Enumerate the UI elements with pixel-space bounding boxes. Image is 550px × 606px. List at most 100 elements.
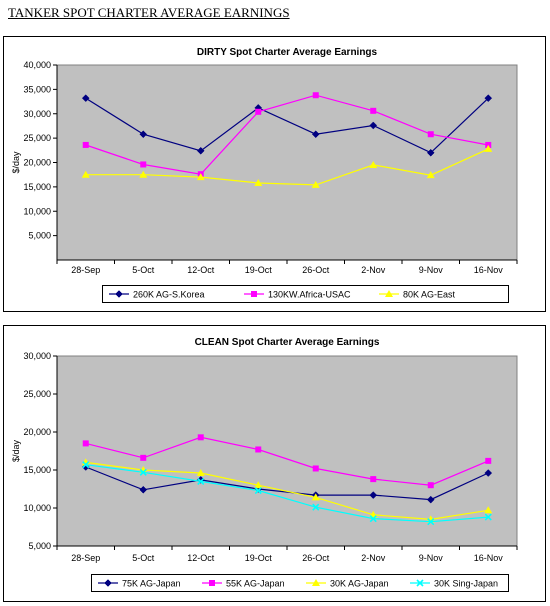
clean-x-tick-label: 5-Oct xyxy=(132,553,155,563)
clean-y-tick-label: 30,000 xyxy=(23,351,51,361)
dirty-legend-label-80k-ag-east: 80K AG-East xyxy=(403,290,456,300)
clean-point-30k-sing-japan-stroke-b xyxy=(312,503,320,511)
clean-point-75k-ag-japan xyxy=(139,485,148,494)
clean-plot-area xyxy=(56,355,518,547)
clean-point-75k-ag-japan xyxy=(369,491,378,499)
dirty-chart-svg: DIRTY Spot Charter Average Earnings 5,000… xyxy=(11,47,518,275)
dirty-series-line-130kw-africa-usac xyxy=(85,94,489,175)
clean-x-tick-label: 2-Nov xyxy=(361,553,386,563)
clean-point-30k-ag-japan xyxy=(254,481,263,489)
dirty-x-tick-label: 2-Nov xyxy=(361,265,386,275)
clean-x-tick-label: 28-Sep xyxy=(71,553,100,563)
clean-point-30k-sing-japan xyxy=(312,503,320,511)
dirty-point-130kw-africa-usac xyxy=(82,141,89,148)
dirty-x-tick-label: 19-Oct xyxy=(245,265,273,275)
clean-legend-label-75k-ag-japan: 75K AG-Japan xyxy=(122,579,181,589)
clean-x-tick-label: 16-Nov xyxy=(474,553,504,563)
dirty-legend-marker-130kw-africa-usac xyxy=(251,291,257,297)
dirty-x-tick-label: 9-Nov xyxy=(419,265,444,275)
clean-point-55k-ag-japan xyxy=(485,457,492,464)
dirty-y-tick-label: 20,000 xyxy=(23,158,51,168)
dirty-point-260k-ag-s-korea xyxy=(81,94,90,103)
dirty-y-tick-label: 30,000 xyxy=(23,109,51,119)
clean-point-30k-sing-japan-stroke-b xyxy=(82,461,90,469)
page-title: TANKER SPOT CHARTER AVERAGE EARNINGS xyxy=(8,5,290,20)
dirty-chart-title: DIRTY Spot Charter Average Earnings xyxy=(197,47,378,58)
clean-point-55k-ag-japan xyxy=(197,434,204,441)
clean-point-30k-sing-japan-stroke-b xyxy=(369,515,377,523)
dirty-point-260k-ag-s-korea xyxy=(426,148,435,157)
dirty-legend-label-260k-ag-s-korea: 260K AG-S.Korea xyxy=(133,290,205,300)
clean-point-55k-ag-japan xyxy=(370,476,377,483)
clean-legend-marker-30k-sing-japan-stroke-b xyxy=(416,579,424,587)
clean-point-55k-ag-japan xyxy=(82,440,89,447)
dirty-y-tick-label: 15,000 xyxy=(23,182,51,192)
clean-point-30k-sing-japan-stroke-b xyxy=(484,513,492,521)
clean-y-tick-label: 20,000 xyxy=(23,427,51,437)
dirty-point-260k-ag-s-korea xyxy=(196,146,205,155)
dirty-x-tick-label: 26-Oct xyxy=(302,265,330,275)
clean-chart-title: CLEAN Spot Charter Average Earnings xyxy=(195,337,380,348)
clean-chart-panel: CLEAN Spot Charter Average Earnings 5,000… xyxy=(3,325,546,602)
clean-y-tick-label: 25,000 xyxy=(23,389,51,399)
dirty-series-line-80k-ag-east xyxy=(85,148,489,186)
clean-point-30k-sing-japan xyxy=(197,477,205,485)
clean-point-30k-sing-japan-stroke-b xyxy=(254,486,262,495)
clean-legend-marker-75k-ag-japan xyxy=(104,579,112,587)
clean-point-30k-sing-japan-stroke-b xyxy=(197,477,205,485)
dirty-point-80k-ag-east xyxy=(484,144,493,152)
dirty-y-tick-label: 35,000 xyxy=(23,84,51,94)
dirty-point-80k-ag-east xyxy=(196,173,205,181)
clean-point-30k-ag-japan xyxy=(484,506,493,514)
dirty-point-130kw-africa-usac xyxy=(255,108,262,115)
clean-point-30k-sing-japan xyxy=(254,486,262,495)
dirty-point-130kw-africa-usac xyxy=(312,92,319,99)
clean-series-line-55k-ag-japan xyxy=(85,436,489,486)
dirty-point-260k-ag-s-korea xyxy=(139,130,148,139)
dirty-point-80k-ag-east xyxy=(369,160,378,168)
dirty-point-80k-ag-east xyxy=(254,178,263,186)
dirty-series-line-260k-ag-s-korea xyxy=(85,97,489,154)
clean-point-30k-sing-japan xyxy=(139,468,147,476)
dirty-y-tick-label: 5,000 xyxy=(28,231,51,241)
clean-point-30k-sing-japan xyxy=(427,518,435,526)
clean-series-line-75k-ag-japan xyxy=(85,466,489,501)
clean-x-tick-label: 9-Nov xyxy=(419,553,444,563)
clean-chart-legend: 75K AG-Japan 55K AG-Japan 30K AG-Japan 30K … xyxy=(91,574,509,592)
dirty-legend-marker-260k-ag-s-korea xyxy=(115,290,123,298)
dirty-point-80k-ag-east xyxy=(139,170,148,178)
dirty-y-tick-label: 25,000 xyxy=(23,133,51,143)
clean-legend-marker-30k-ag-japan xyxy=(312,579,320,586)
clean-point-75k-ag-japan xyxy=(426,495,435,504)
clean-point-30k-ag-japan xyxy=(311,493,320,501)
dirty-point-130kw-africa-usac xyxy=(370,107,377,114)
clean-legend-marker-30k-sing-japan xyxy=(416,579,424,587)
clean-point-30k-ag-japan xyxy=(196,469,205,477)
dirty-point-260k-ag-s-korea xyxy=(369,121,378,130)
dirty-legend-label-130kw-africa-usac: 130KW.Africa-USAC xyxy=(268,290,351,300)
clean-point-30k-sing-japan-stroke-b xyxy=(427,518,435,526)
clean-x-tick-label: 12-Oct xyxy=(187,553,215,563)
dirty-point-260k-ag-s-korea xyxy=(311,130,320,139)
clean-point-30k-sing-japan xyxy=(484,513,492,521)
clean-point-55k-ag-japan xyxy=(427,482,434,489)
dirty-y-axis-label: $/day xyxy=(11,151,21,174)
dirty-y-tick-label: 40,000 xyxy=(23,60,51,70)
dirty-x-tick-label: 28-Sep xyxy=(71,265,100,275)
clean-y-axis-label: $/day xyxy=(11,439,21,462)
clean-x-tick-label: 26-Oct xyxy=(302,553,330,563)
dirty-plot-area xyxy=(56,64,518,261)
clean-legend-label-55k-ag-japan: 55K AG-Japan xyxy=(226,579,285,589)
dirty-point-80k-ag-east xyxy=(311,180,320,188)
dirty-y-tick-label: 10,000 xyxy=(23,206,51,216)
clean-point-30k-sing-japan xyxy=(369,515,377,523)
dirty-x-tick-label: 16-Nov xyxy=(474,265,504,275)
dirty-point-260k-ag-s-korea xyxy=(484,94,493,103)
dirty-x-tick-label: 5-Oct xyxy=(132,265,155,275)
clean-point-75k-ag-japan xyxy=(484,469,493,477)
clean-point-55k-ag-japan xyxy=(312,465,319,472)
clean-y-tick-label: 5,000 xyxy=(28,541,51,551)
dirty-point-80k-ag-east xyxy=(426,171,435,179)
clean-x-tick-label: 19-Oct xyxy=(245,553,273,563)
dirty-chart-panel: DIRTY Spot Charter Average Earnings 5,000… xyxy=(3,36,546,312)
